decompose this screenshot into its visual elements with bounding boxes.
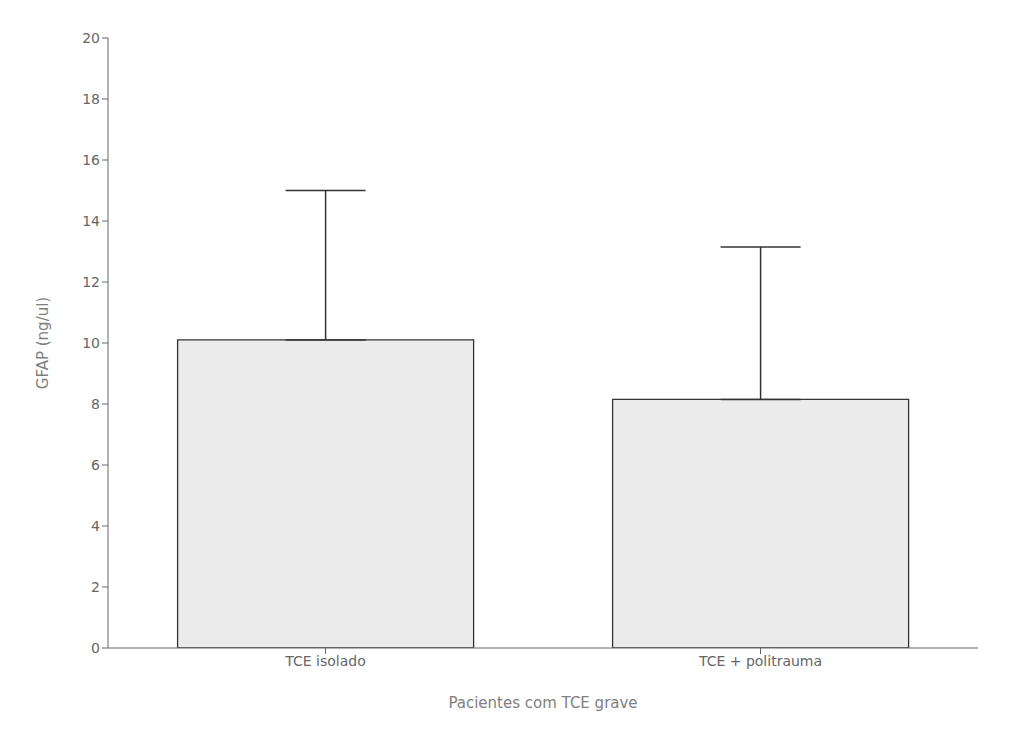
- svg-text:GFAP (ng/ul): GFAP (ng/ul): [34, 297, 52, 389]
- svg-text:Pacientes com TCE grave: Pacientes com TCE grave: [448, 694, 637, 712]
- svg-text:18: 18: [82, 91, 100, 107]
- svg-text:10: 10: [82, 335, 100, 351]
- svg-text:16: 16: [82, 152, 100, 168]
- svg-text:TCE + politrauma: TCE + politrauma: [698, 653, 822, 669]
- svg-text:TCE isolado: TCE isolado: [284, 653, 365, 669]
- svg-text:12: 12: [82, 274, 100, 290]
- svg-text:20: 20: [82, 30, 100, 46]
- svg-text:4: 4: [91, 518, 100, 534]
- svg-text:0: 0: [91, 640, 100, 656]
- svg-text:8: 8: [91, 396, 100, 412]
- svg-text:14: 14: [82, 213, 100, 229]
- svg-text:2: 2: [91, 579, 100, 595]
- svg-text:6: 6: [91, 457, 100, 473]
